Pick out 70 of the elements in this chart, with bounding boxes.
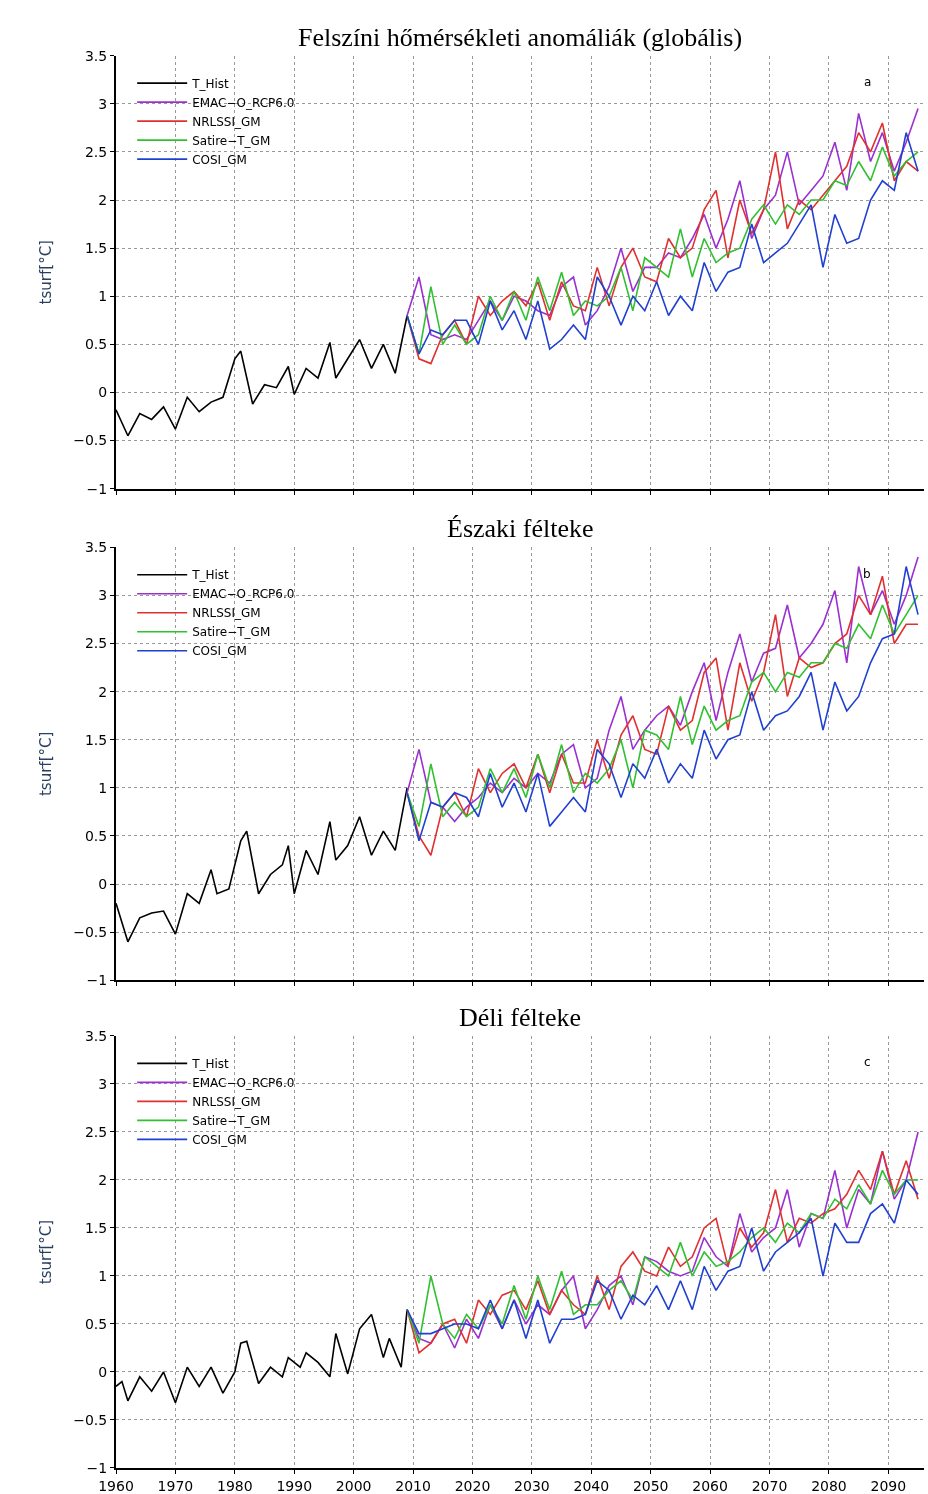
legend-label: EMAC−O_RCP6.0	[192, 95, 295, 110]
y-tick-label: −0.5	[73, 924, 108, 941]
y-tick-label: 0	[98, 384, 108, 401]
y-tick-label: 2.5	[84, 635, 108, 652]
y-tick-label: 0.5	[84, 827, 108, 844]
y-axis-title: tsurf[°C]	[36, 240, 55, 305]
y-tick-label: 2	[98, 191, 108, 208]
line-series	[406, 107, 919, 341]
y-tick-label: −0.5	[73, 1411, 108, 1428]
legend-label: EMAC−O_RCP6.0	[192, 587, 295, 602]
y-tick-label: 3	[98, 1075, 108, 1092]
x-tick-label: 2060	[692, 1477, 728, 1494]
x-tick-label: 2080	[811, 1477, 847, 1494]
chart-title: Északi félteke	[447, 514, 594, 543]
y-tick-label: −1	[86, 480, 108, 497]
y-tick-label: 3	[98, 95, 108, 112]
y-tick-label: 0	[98, 1363, 108, 1380]
annotation: b	[863, 567, 871, 581]
y-tick-label: 3.5	[84, 539, 108, 556]
legend-label: T_Hist	[191, 568, 230, 583]
x-tick-label: 1990	[276, 1477, 313, 1494]
annotation: c	[864, 1055, 871, 1069]
legend-label: NRLSSI_GM	[192, 1095, 261, 1110]
x-tick-label: 1980	[217, 1477, 253, 1494]
x-tick-label: 1970	[157, 1477, 194, 1494]
y-tick-label: 0	[98, 876, 108, 893]
line-series	[406, 594, 919, 828]
chart-title: Felszíni hőmérsékleti anomáliák (globális)	[298, 23, 743, 52]
annotation: a	[864, 75, 872, 89]
y-tick-label: 2	[98, 1171, 108, 1188]
x-tick-label: 2070	[751, 1477, 788, 1494]
y-tick-label: 1.5	[84, 1219, 108, 1236]
y-tick-label: 2.5	[84, 1123, 108, 1140]
y-tick-label: 2	[98, 683, 108, 700]
y-tick-label: 1.5	[84, 240, 108, 257]
x-tick-label: 2050	[632, 1477, 669, 1494]
y-tick-label: 3.5	[84, 47, 108, 64]
x-tick-label: 2040	[573, 1477, 610, 1494]
y-tick-label: 1	[98, 779, 108, 796]
y-tick-label: 0.5	[84, 336, 108, 353]
legend-label: COSI_GM	[192, 644, 247, 659]
legend-label: T_Hist	[191, 76, 230, 91]
x-tick-label: 2010	[395, 1477, 431, 1494]
x-tick-label: 2020	[454, 1477, 491, 1494]
legend-label: COSI_GM	[192, 1133, 247, 1148]
y-axis-title: tsurf[°C]	[36, 1219, 55, 1285]
y-tick-label: 1	[98, 1267, 108, 1284]
legend-label: Satire−T_GM	[192, 1114, 271, 1129]
legend-label: NRLSSI_GM	[192, 114, 261, 129]
x-tick-label: 2000	[335, 1477, 372, 1494]
y-tick-label: 2.5	[84, 143, 108, 160]
legend-label: COSI_GM	[192, 152, 247, 167]
x-tick-label: 1960	[98, 1477, 134, 1494]
y-tick-label: −1	[86, 1459, 108, 1476]
y-tick-label: −1	[86, 972, 108, 989]
y-tick-label: −0.5	[73, 432, 108, 449]
legend-label: NRLSSI_GM	[192, 606, 261, 621]
legend-label: Satire−T_GM	[192, 133, 271, 148]
y-tick-label: 3.5	[84, 1027, 108, 1044]
legend-label: Satire−T_GM	[192, 625, 271, 640]
y-tick-label: 3	[98, 587, 108, 604]
chart-title: Déli félteke	[459, 1003, 581, 1032]
x-tick-label: 2030	[514, 1477, 550, 1494]
y-tick-label: 1	[98, 288, 108, 305]
x-tick-label: 2090	[870, 1477, 907, 1494]
y-tick-label: 1.5	[84, 731, 108, 748]
y-tick-label: 0.5	[84, 1315, 108, 1332]
y-axis-title: tsurf[°C]	[36, 731, 55, 796]
legend-label: EMAC−O_RCP6.0	[192, 1076, 295, 1091]
legend-label: T_Hist	[191, 1057, 230, 1072]
